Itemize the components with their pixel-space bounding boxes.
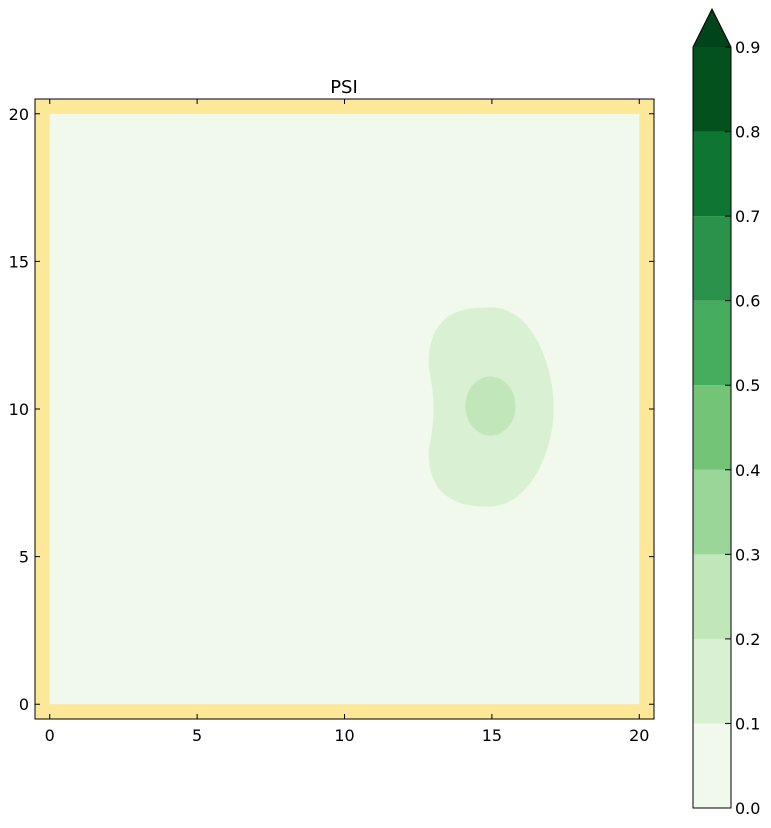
colorbar-segment <box>693 638 731 724</box>
colorbar-tick-label: 0.4 <box>735 461 760 480</box>
colorbar-tick-label: 0.0 <box>735 799 760 818</box>
x-axis: 0 5 10 15 20 <box>45 99 649 745</box>
colorbar-extend-max <box>693 9 731 47</box>
y-tick-label: 20 <box>9 105 29 124</box>
x-tick-label: 0 <box>45 726 55 745</box>
colorbar-tick-label: 0.5 <box>735 376 760 395</box>
colorbar-segment <box>693 554 731 639</box>
chart-title: PSI <box>330 77 358 98</box>
colorbar-tick-label: 0.8 <box>735 123 760 142</box>
x-tick-label: 15 <box>482 726 502 745</box>
colorbar-tick-label: 0.1 <box>735 714 760 733</box>
colorbar-segment <box>693 723 731 808</box>
colorbar-segment <box>693 469 731 555</box>
y-tick-label: 10 <box>9 400 29 419</box>
plot-area <box>34 98 655 720</box>
colorbar-tick-label: 0.6 <box>735 292 760 311</box>
colorbar-segment <box>693 385 731 470</box>
x-tick-label: 20 <box>629 726 649 745</box>
y-tick-label: 0 <box>19 695 29 714</box>
colorbar: 0.0 0.1 0.2 0.3 0.4 0.5 0.6 0.7 0.8 0.9 <box>692 7 760 818</box>
colorbar-outline <box>692 7 732 809</box>
y-axis: 0 5 10 15 20 <box>9 105 654 714</box>
x-tick-label: 10 <box>334 726 354 745</box>
colorbar-segment <box>693 216 731 301</box>
colorbar-tick-label: 0.3 <box>735 545 760 564</box>
y-tick-label: 5 <box>19 548 29 567</box>
x-tick-label: 5 <box>192 726 202 745</box>
contour-level-2 <box>465 376 516 436</box>
y-tick-label: 15 <box>9 252 29 271</box>
colorbar-segment <box>693 300 731 386</box>
colorbar-segment <box>693 47 731 132</box>
colorbar-tick-label: 0.2 <box>735 630 760 649</box>
colorbar-tick-label: 0.7 <box>735 207 760 226</box>
colorbar-segment <box>693 131 731 217</box>
colorbar-tick-label: 0.9 <box>735 38 760 57</box>
